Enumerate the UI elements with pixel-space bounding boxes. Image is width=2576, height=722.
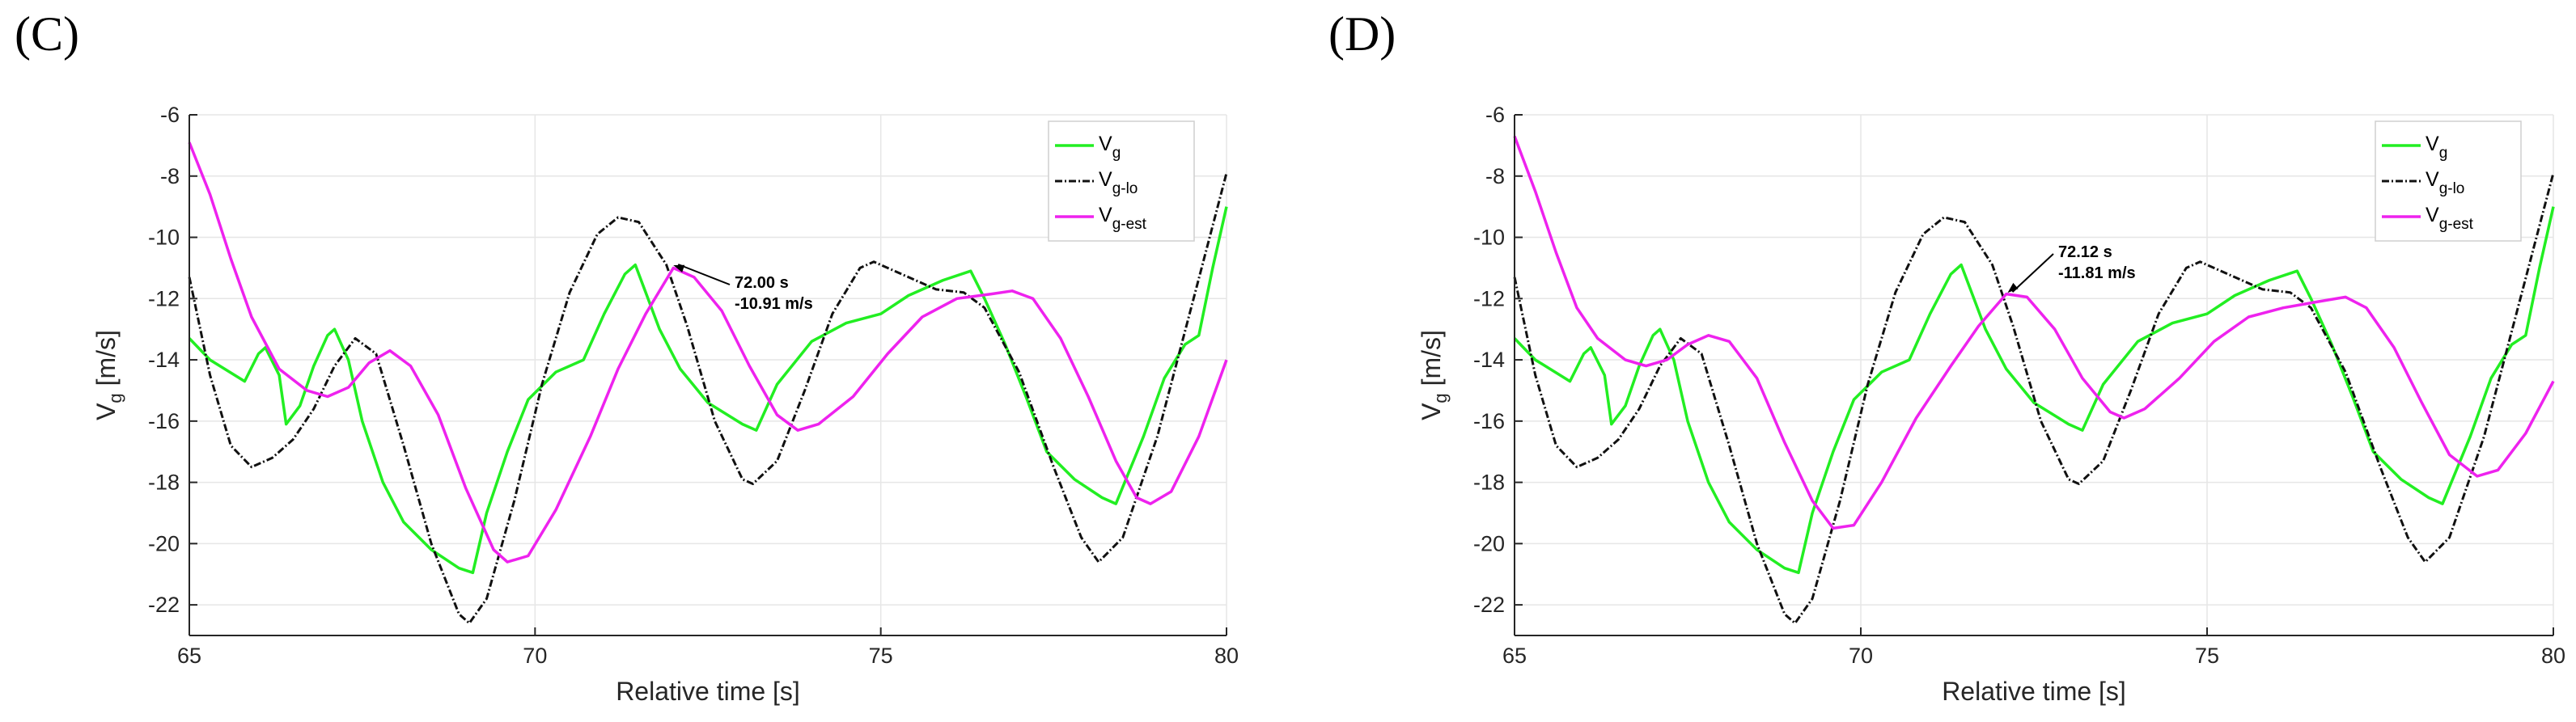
y-tick-label: -6 xyxy=(1485,103,1505,127)
series-line-v-g-lo xyxy=(1513,172,2555,625)
y-tick-label: -8 xyxy=(160,164,180,188)
x-tick-label: 80 xyxy=(2541,644,2565,668)
x-tick-label: 75 xyxy=(869,644,893,668)
series-line-v-g xyxy=(188,206,1228,575)
y-tick-label: -22 xyxy=(148,593,180,617)
y-tick-label: -10 xyxy=(1473,226,1505,250)
x-tick-label: 65 xyxy=(177,644,201,668)
annotation-time: 72.00 s xyxy=(735,274,789,292)
annotation-time: 72.12 s xyxy=(2058,243,2112,261)
x-tick-label: 65 xyxy=(1502,644,1527,668)
annotation-arrowhead xyxy=(673,264,685,272)
annotation-value: -11.81 m/s xyxy=(2058,264,2136,282)
x-tick-label: 70 xyxy=(1849,644,1873,668)
series-line-v-g xyxy=(1513,206,2555,575)
x-axis-label: Relative time [s] xyxy=(616,677,800,706)
y-tick-label: -6 xyxy=(160,103,180,127)
y-tick-label: -10 xyxy=(148,226,180,250)
chart-panel-c: (C) 65 70 75 80 -6 -8 -10 -12 -14 -16 -18 -20 -22 Rel… xyxy=(15,7,1239,706)
x-tick-label: 70 xyxy=(523,644,547,668)
legend-entry: Vg-est xyxy=(2426,204,2474,233)
legend-entry: Vg xyxy=(2426,133,2447,162)
y-tick-label: -20 xyxy=(1473,531,1505,555)
series-line-v-g-lo xyxy=(188,172,1228,625)
legend-entry: Vg-est xyxy=(1099,204,1147,233)
panel-label: (D) xyxy=(1328,7,1396,61)
annotation-arrow xyxy=(2011,253,2054,293)
y-tick-label: -14 xyxy=(148,348,180,372)
x-axis-label: Relative time [s] xyxy=(1942,677,2126,706)
y-tick-label: -12 xyxy=(1473,286,1505,310)
x-tick-label: 75 xyxy=(2195,644,2219,668)
y-tick-label: -22 xyxy=(1473,593,1505,617)
y-tick-label: -14 xyxy=(1473,348,1505,372)
x-tick-label: 80 xyxy=(1214,644,1239,668)
series-line-v-g-est xyxy=(1513,135,2555,530)
annotation-value: -10.91 m/s xyxy=(735,295,813,313)
y-axis-label: Vg [m/s] xyxy=(1417,330,1451,420)
chart-d: 65 70 75 80 -6 -8 -10 -12 -14 -16 -18 -20 -22 Relativ… xyxy=(1417,103,2565,706)
y-tick-label: -20 xyxy=(148,531,180,555)
annotation-arrowhead xyxy=(2007,282,2019,293)
series-line-v-g-est xyxy=(188,141,1228,564)
legend-entry: Vg-lo xyxy=(2426,168,2464,197)
y-tick-label: -18 xyxy=(148,471,180,495)
panel-label: (C) xyxy=(15,7,79,61)
y-tick-label: -16 xyxy=(1473,409,1505,433)
chart-c: 65 70 75 80 -6 -8 -10 -12 -14 -16 -18 -20 -22 Relativ… xyxy=(91,103,1239,706)
y-tick-label: -8 xyxy=(1485,164,1505,188)
legend-entry: Vg xyxy=(1099,133,1121,162)
legend-entry: Vg-lo xyxy=(1099,168,1138,197)
y-tick-label: -18 xyxy=(1473,471,1505,495)
chart-panel-d: (D) 65 70 75 80 -6 -8 -10 -12 -14 -16 -18 -20 -22 Rel… xyxy=(1288,0,2576,722)
y-axis-label: Vg [m/s] xyxy=(91,330,125,420)
y-tick-label: -16 xyxy=(148,409,180,433)
y-tick-label: -12 xyxy=(148,286,180,310)
annotation-arrow xyxy=(677,264,731,285)
